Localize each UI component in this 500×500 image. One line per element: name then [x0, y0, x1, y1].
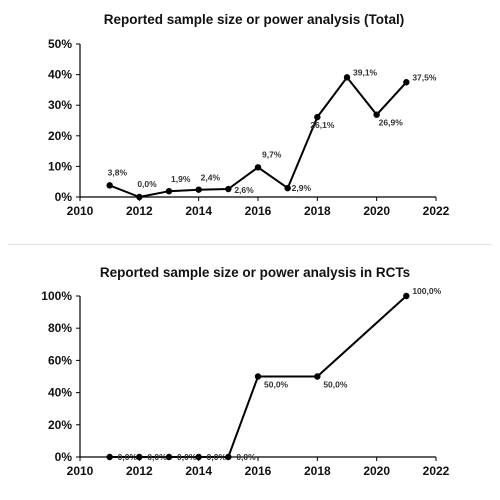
data-point	[343, 74, 351, 81]
chart-divider	[8, 244, 492, 245]
data-point	[314, 373, 321, 380]
x-tick-label: 2010	[67, 464, 94, 478]
data-label: 9,7%	[262, 149, 282, 159]
x-tick-label: 2018	[304, 204, 331, 218]
data-point	[225, 453, 232, 461]
data-label: 1,9%	[171, 174, 191, 184]
y-tick-label: 40%	[48, 68, 72, 82]
data-point	[165, 453, 173, 461]
data-label: 0,0%	[137, 179, 157, 189]
data-label: 100,0%	[412, 286, 441, 296]
data-point	[195, 186, 202, 193]
x-tick-label: 2020	[363, 204, 390, 218]
data-point	[254, 373, 262, 380]
x-tick-label: 2010	[67, 204, 94, 218]
y-tick-label: 80%	[48, 321, 72, 335]
x-tick-label: 2012	[126, 464, 153, 478]
data-label: 39,1%	[353, 67, 378, 77]
x-tick-label: 2022	[423, 204, 450, 218]
data-point	[136, 453, 143, 461]
data-label: 0,0%	[147, 452, 167, 462]
y-tick-label: 10%	[48, 159, 72, 173]
data-label: 2,9%	[292, 183, 312, 193]
data-label: 2,4%	[201, 173, 221, 183]
x-tick-label: 2020	[363, 464, 390, 478]
y-tick-label: 40%	[48, 386, 72, 400]
x-tick-label: 2012	[126, 204, 153, 218]
data-label: 50,0%	[323, 380, 348, 390]
chart-title: Reported sample size or power analysis i…	[100, 265, 410, 280]
y-tick-label: 100%	[41, 289, 72, 303]
data-point	[106, 182, 113, 189]
x-tick-label: 2022	[423, 464, 450, 478]
data-point	[284, 184, 291, 192]
data-point	[225, 185, 232, 193]
data-point	[403, 79, 410, 86]
y-tick-label: 60%	[48, 353, 72, 367]
data-label: 0,0%	[207, 452, 227, 462]
data-label: 2,6%	[234, 185, 254, 195]
plot-area: 0% 20% 40% 60% 80% 100% 2010 2012 2014 2016 2018 20…	[41, 286, 449, 478]
x-tick-label: 2014	[185, 204, 212, 218]
series-line	[109, 295, 407, 458]
data-label: 26,1%	[310, 120, 335, 130]
data-point	[136, 193, 143, 201]
data-point	[165, 187, 173, 195]
data-point	[314, 113, 321, 121]
y-tick-label: 20%	[48, 129, 72, 143]
data-point	[373, 111, 380, 118]
data-point	[195, 453, 202, 461]
x-tick-label: 2014	[185, 464, 212, 478]
x-tick-label: 2016	[245, 464, 272, 478]
y-tick-label: 20%	[48, 418, 72, 432]
data-label: 3,8%	[108, 167, 128, 177]
data-point	[106, 453, 113, 461]
y-tick-label: 30%	[48, 98, 72, 112]
data-point	[403, 292, 410, 300]
data-point	[254, 164, 262, 171]
y-tick-label: 0%	[55, 190, 73, 204]
y-tick-label: 0%	[55, 450, 73, 464]
data-label: 0,0%	[177, 452, 197, 462]
chart-total: Reported sample size or power analysis (…	[48, 12, 450, 218]
data-label: 37,5%	[412, 72, 437, 82]
x-tick-label: 2018	[304, 464, 331, 478]
plot-area: 0% 10% 20% 30% 40% 50% 2010 2012 2014 2016 2018 202…	[48, 37, 450, 218]
chart-title: Reported sample size or power analysis (…	[104, 12, 405, 27]
x-tick-label: 2016	[245, 204, 272, 218]
data-label: 0,0%	[236, 452, 256, 462]
data-label: 50,0%	[264, 380, 289, 390]
y-tick-label: 50%	[48, 37, 72, 51]
data-label: 0,0%	[118, 452, 138, 462]
data-label: 26,9%	[379, 118, 404, 128]
